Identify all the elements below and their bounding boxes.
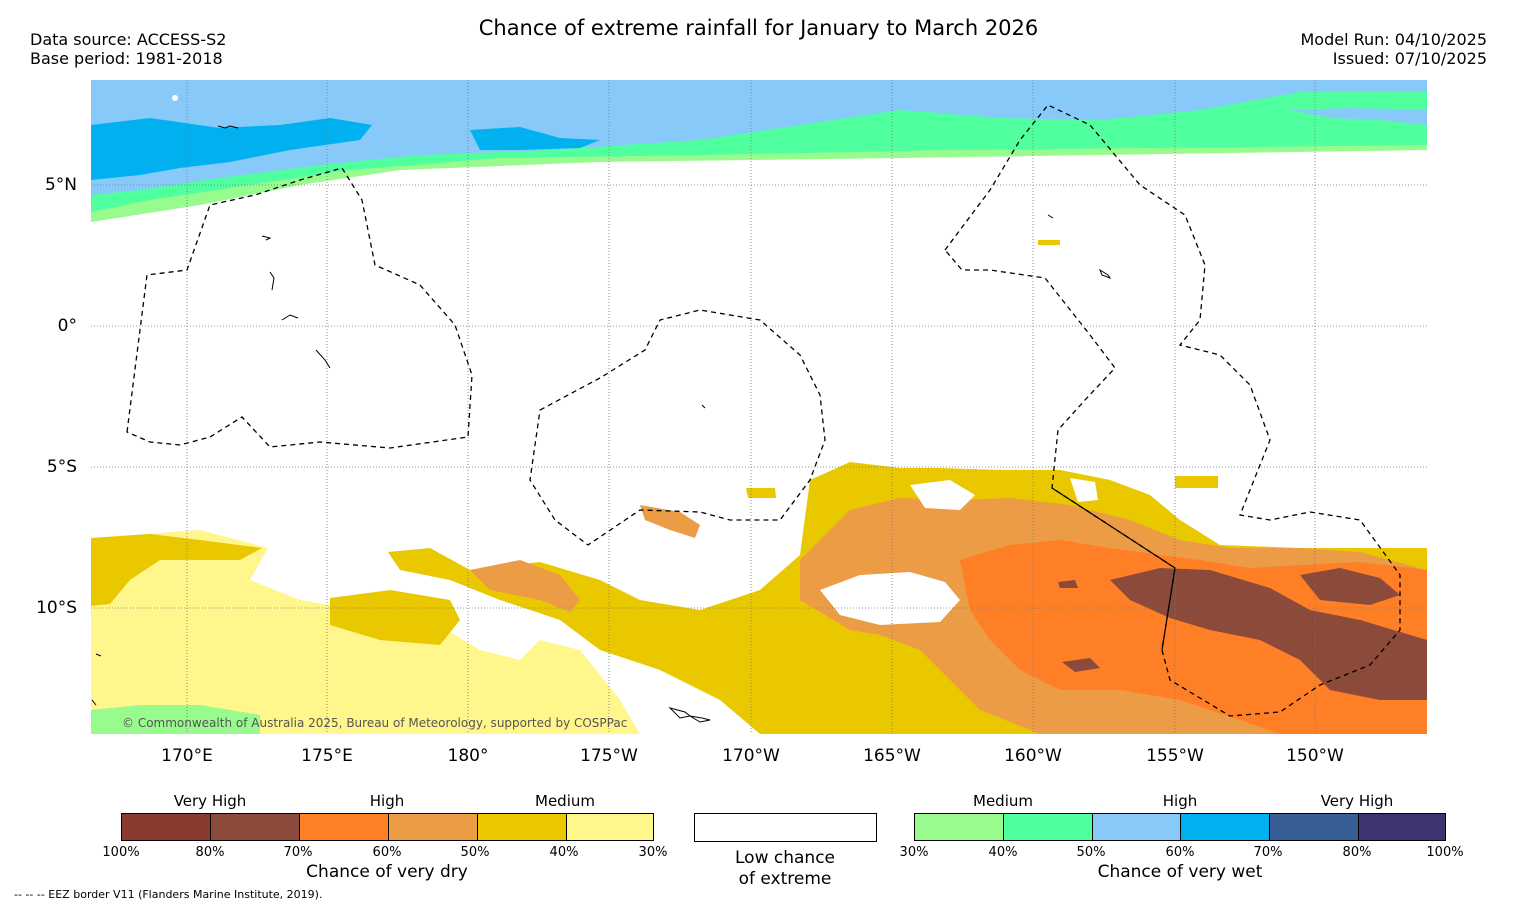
lon-label-175e: 175°E [301,746,353,766]
dry-60-region [960,540,1427,734]
dry-50-patch-175w [640,505,700,538]
dry-70-small [1062,658,1100,672]
low-hole-1 [820,572,960,625]
lat-label-5s: 5°S [46,457,77,477]
wet-colorbar [914,813,1446,842]
map-title: Chance of extreme rainfall for January t… [478,16,1039,40]
dry-40-mid-west [330,590,460,645]
wet-swatch-6 [1358,813,1446,841]
low-chance-swatch [694,813,877,842]
wet-60-patch-center [470,127,600,150]
dry-swatch-1 [121,813,211,841]
dry-swatch-2 [210,813,300,841]
wet-pct-70: 70% [1253,845,1283,860]
dry-caption: Chance of very dry [306,862,468,882]
wet-caption: Chance of very wet [1097,862,1263,882]
wet-sw-corner [91,705,260,734]
dry-swatch-6 [566,813,654,841]
dry-40-west [91,534,262,606]
low-caption-line2: of extreme [738,869,832,889]
dry-pct-40: 40% [549,845,579,860]
dry-70-core [1110,568,1427,700]
eez-kiribati-gilbert [126,167,473,449]
meta-right: Model Run: 04/10/2025 Issued: 07/10/2025 [1301,30,1488,68]
wet-50-band [91,80,1427,195]
dry-swatch-5 [477,813,567,841]
dry-pct-30: 30% [638,845,668,860]
wet-pct-40: 40% [988,845,1018,860]
data-source: Data source: ACCESS-S2 [30,30,227,49]
wet-swatch-4 [1180,813,1270,841]
wet-swatch-3 [1092,813,1182,841]
base-period: Base period: 1981-2018 [30,49,223,68]
lon-label-175w: 175°W [580,746,638,766]
lon-label-170e: 170°E [161,746,213,766]
lon-label-170w: 170°W [722,746,780,766]
dry-pct-70: 70% [283,845,313,860]
dry-pct-50: 50% [460,845,490,860]
dry-40-patch-170w [746,488,776,498]
dry-colorbar [121,813,654,842]
lat-label-5n: 5°N [44,175,77,195]
islands [91,125,1112,723]
dry-70-tiny [1058,580,1078,588]
wet-cat-medium: Medium [973,792,1033,810]
dry-50-patch-mid [470,560,580,612]
low-hole-3 [705,540,770,590]
dry-swatch-3 [299,813,389,841]
lon-label-160w: 160°W [1004,746,1062,766]
copyright-notice: © Commonwealth of Australia 2025, Bureau… [122,716,628,730]
wet-swatch-5 [1269,813,1359,841]
eez-line-islands [944,104,1401,717]
wet-40-patch-east [1290,108,1427,125]
eez-borders [126,104,1401,717]
dry-cat-high: High [369,792,405,810]
dry-pct-60: 60% [372,845,402,860]
dry-40-patch-north [1038,240,1060,245]
wet-swatch-1 [914,813,1004,841]
wet-pct-80: 80% [1342,845,1372,860]
low-caption-line1: Low chance [735,848,835,868]
wet-swatch-2 [1003,813,1093,841]
eez-solid-line [1051,487,1176,651]
lon-label-165w: 165°W [863,746,921,766]
issued-date: Issued: 07/10/2025 [1332,49,1487,68]
lon-label-150w: 150°W [1286,746,1344,766]
dry-pct-80: 80% [195,845,225,860]
lat-label-10s: 10°S [36,598,77,618]
wet-cat-high: High [1162,792,1198,810]
wet-pct-60: 60% [1165,845,1195,860]
low-chance-caption: Low chance of extreme [685,848,885,890]
dry-40-patch-east [1175,476,1218,488]
lon-label-180: 180° [447,746,489,766]
dry-swatch-4 [388,813,478,841]
dry-pct-100: 100% [102,845,140,860]
lat-label-0: 0° [57,316,77,336]
graticule [91,80,1427,734]
wet-pct-50: 50% [1076,845,1106,860]
eez-note: -- -- -- EEZ border V11 (Flanders Marine… [14,888,323,901]
wet-pct-30: 30% [899,845,929,860]
dry-cat-medium: Medium [535,792,595,810]
eez-phoenix-tokelau [529,309,826,546]
dry-70-east-blob [1300,568,1400,605]
wet-60-patch-west [91,118,372,180]
wet-cat-very-high: Very High [1320,792,1394,810]
map-field [91,80,1427,734]
lon-label-155w: 155°W [1146,746,1204,766]
low-hole-2 [910,480,975,510]
island-marker [172,95,178,101]
meta-left: Data source: ACCESS-S2 Base period: 1981… [30,30,226,68]
dry-cat-very-high: Very High [173,792,247,810]
low-hole-4 [1070,478,1098,502]
wet-pct-100: 100% [1426,845,1464,860]
model-run: Model Run: 04/10/2025 [1300,30,1488,49]
